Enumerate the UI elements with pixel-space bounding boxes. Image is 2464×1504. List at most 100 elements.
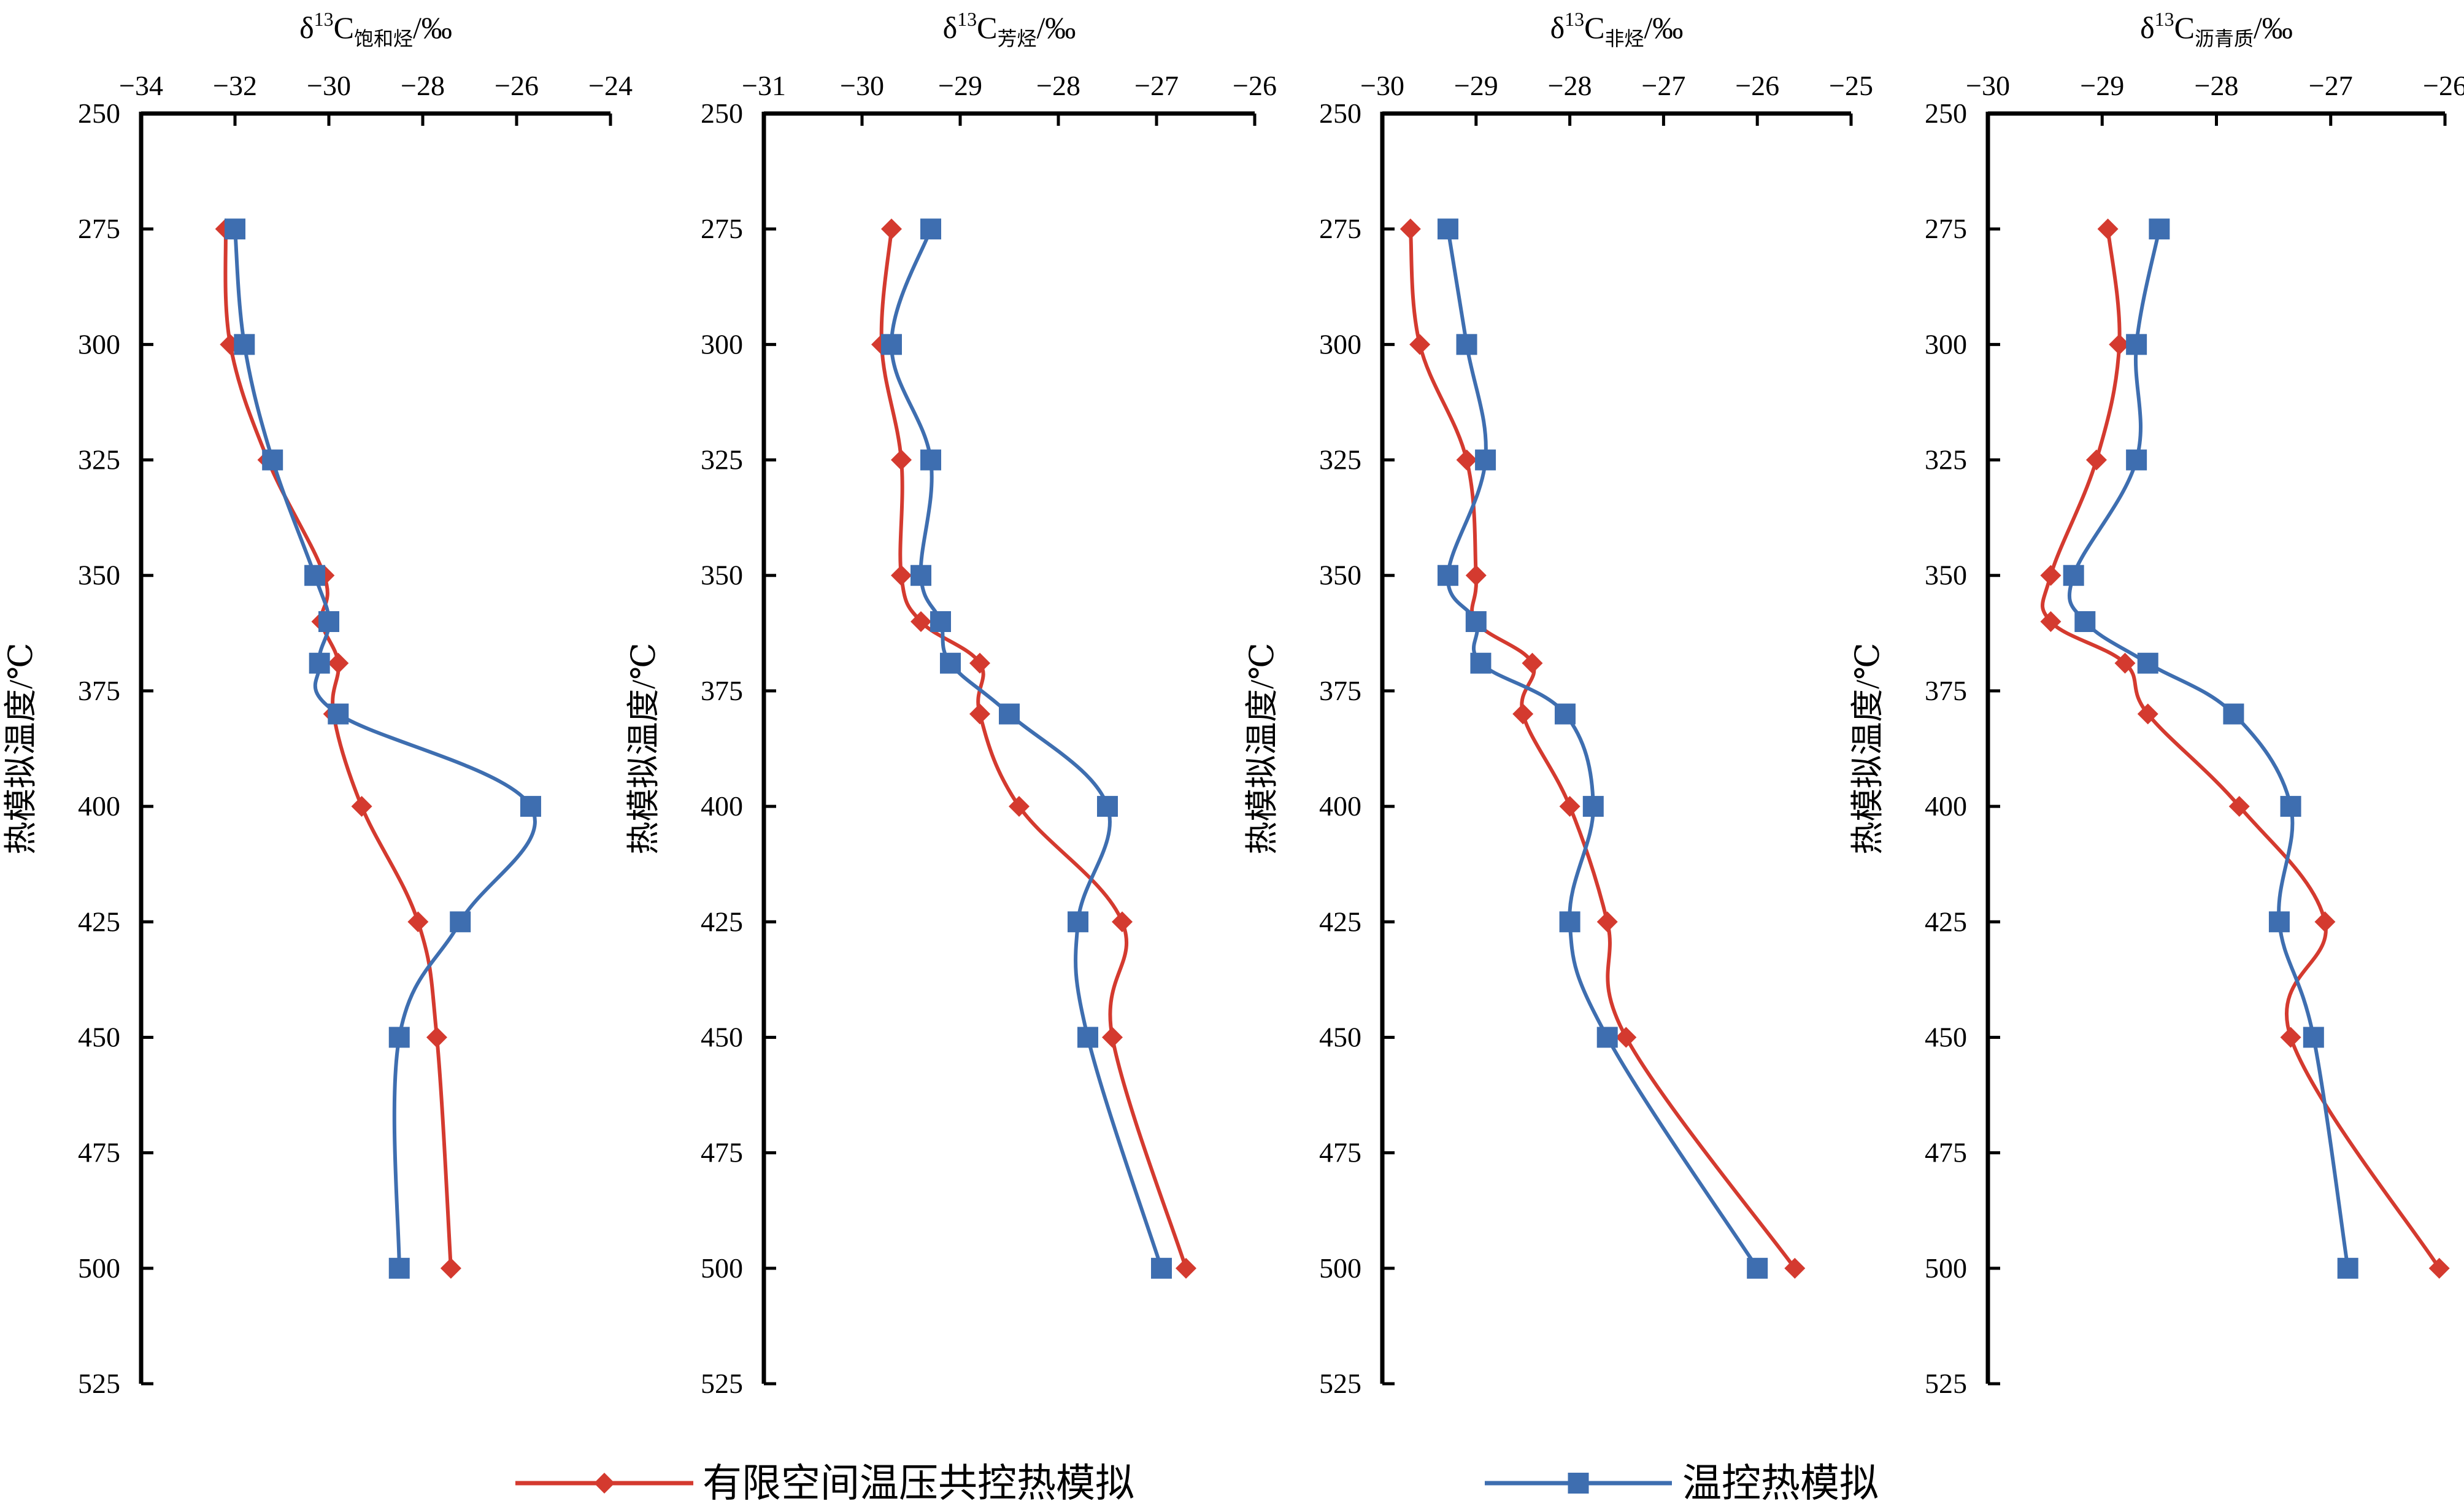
axis-title-sup: 13	[1565, 8, 1584, 30]
y-axis-label: 热模拟温度/℃	[1244, 642, 1280, 854]
y-tick-label: 325	[78, 444, 120, 476]
axis-title-letter: C	[1584, 10, 1604, 45]
axis-title-unit: /‰	[2254, 10, 2293, 45]
series-line	[223, 229, 453, 1268]
y-tick-label: 375	[701, 675, 743, 706]
data-point	[520, 796, 541, 817]
y-axis-label: 热模拟温度/℃	[2, 642, 39, 854]
data-point	[2280, 796, 2301, 817]
axis-title-sub: 芳烃	[998, 28, 1037, 50]
data-point	[2280, 1027, 2301, 1048]
data-point	[2063, 565, 2084, 586]
data-point	[1596, 1027, 1618, 1048]
axis-title-letter: C	[977, 10, 997, 45]
data-point	[2137, 652, 2158, 674]
x-tick-label: −28	[2195, 70, 2239, 101]
axis-title-delta: δ	[299, 10, 314, 45]
y-axis-label: 热模拟温度/℃	[625, 642, 662, 854]
data-point	[388, 1027, 410, 1048]
y-tick-label: 425	[1925, 906, 1967, 937]
y-tick-label: 300	[701, 328, 743, 360]
series-line	[890, 228, 1163, 1269]
series-blue-square	[2063, 218, 2358, 1279]
data-point	[2314, 911, 2336, 933]
data-point	[1437, 218, 1458, 240]
x-tick-label: −29	[938, 70, 982, 101]
series-line	[233, 228, 537, 1268]
y-tick-label: 500	[1319, 1252, 1361, 1284]
y-tick-label: 500	[701, 1252, 743, 1284]
y-tick-label: 525	[701, 1368, 743, 1399]
y-tick-label: 450	[1319, 1021, 1361, 1052]
data-point	[304, 565, 326, 586]
data-point	[1522, 652, 1543, 674]
series-line	[2067, 228, 2350, 1269]
data-point	[891, 565, 912, 586]
data-point	[2097, 218, 2119, 240]
y-tick-label: 525	[1319, 1368, 1361, 1399]
series-blue-square	[225, 218, 541, 1279]
x-tick-label: −27	[1134, 70, 1179, 101]
series-line	[879, 228, 1188, 1269]
y-tick-label: 400	[1925, 790, 1967, 822]
x-tick-label: −25	[1829, 70, 1873, 101]
axis-title-sub: 非烃	[1605, 28, 1644, 50]
y-tick-label: 300	[78, 328, 120, 360]
data-point	[1009, 796, 1030, 817]
series-red-diamond	[1399, 218, 1806, 1279]
data-point	[1102, 1027, 1123, 1048]
x-tick-label: −28	[1036, 70, 1080, 101]
series-blue-square	[1437, 218, 1768, 1279]
y-tick-label: 300	[1319, 328, 1361, 360]
panel-3: −30 −29 −28 −27 −26 −25 250 275 300 325 350 375 400 4…	[1244, 8, 1873, 1399]
legend-item-1: 有限空间温压共控热模拟	[515, 1462, 1134, 1504]
y-tick-label: 475	[701, 1137, 743, 1168]
data-point	[318, 611, 339, 632]
axis-title-delta: δ	[1550, 10, 1565, 45]
data-point	[351, 796, 372, 817]
data-point	[2074, 611, 2096, 632]
axis-title-sup: 13	[314, 8, 334, 30]
legend-label: 有限空间温压共控热模拟	[703, 1462, 1134, 1504]
data-point	[1559, 796, 1580, 817]
data-point	[920, 449, 941, 471]
y-tick-label: 450	[1925, 1021, 1967, 1052]
y-tick-label: 425	[701, 906, 743, 937]
x-tick-label: −30	[307, 70, 351, 101]
y-tick-label: 325	[701, 444, 743, 476]
data-point	[2114, 652, 2136, 674]
data-point	[1068, 911, 1088, 933]
y-tick-label: 500	[1925, 1252, 1967, 1284]
x-tick-label: −30	[840, 70, 884, 101]
data-point	[999, 703, 1020, 725]
x-tick-label: −30	[1360, 70, 1404, 101]
data-point	[2428, 1257, 2450, 1279]
data-point	[969, 703, 990, 725]
y-tick-label: 275	[701, 213, 743, 244]
y-axis-label: 热模拟温度/℃	[1849, 642, 1886, 854]
y-tick-label: 475	[1319, 1137, 1361, 1168]
y-tick-label: 400	[701, 790, 743, 822]
axis-title-letter: C	[334, 10, 354, 45]
y-tick-label: 250	[1319, 98, 1361, 129]
data-point	[920, 218, 941, 240]
data-point	[1112, 911, 1133, 933]
axis-title-letter: C	[2174, 10, 2195, 45]
data-point	[328, 652, 349, 674]
series-blue-square	[881, 218, 1172, 1279]
axis-title-delta: δ	[943, 10, 958, 45]
data-point	[328, 703, 349, 725]
axis-title: δ13C非烃/‰	[1550, 8, 1684, 50]
series-line	[1446, 228, 1759, 1270]
data-point	[2040, 611, 2062, 632]
data-point	[1176, 1257, 1196, 1279]
axis-title-sub: 沥青质	[2195, 28, 2254, 50]
y-tick-label: 350	[78, 560, 120, 591]
data-point	[1512, 703, 1534, 725]
data-point	[426, 1027, 447, 1048]
y-tick-label: 350	[1925, 560, 1967, 591]
x-tick-label: −30	[1966, 70, 2010, 101]
series-red-diamond	[2040, 218, 2450, 1279]
y-tick-label: 375	[1319, 675, 1361, 706]
legend-label: 温控热模拟	[1682, 1462, 1879, 1504]
